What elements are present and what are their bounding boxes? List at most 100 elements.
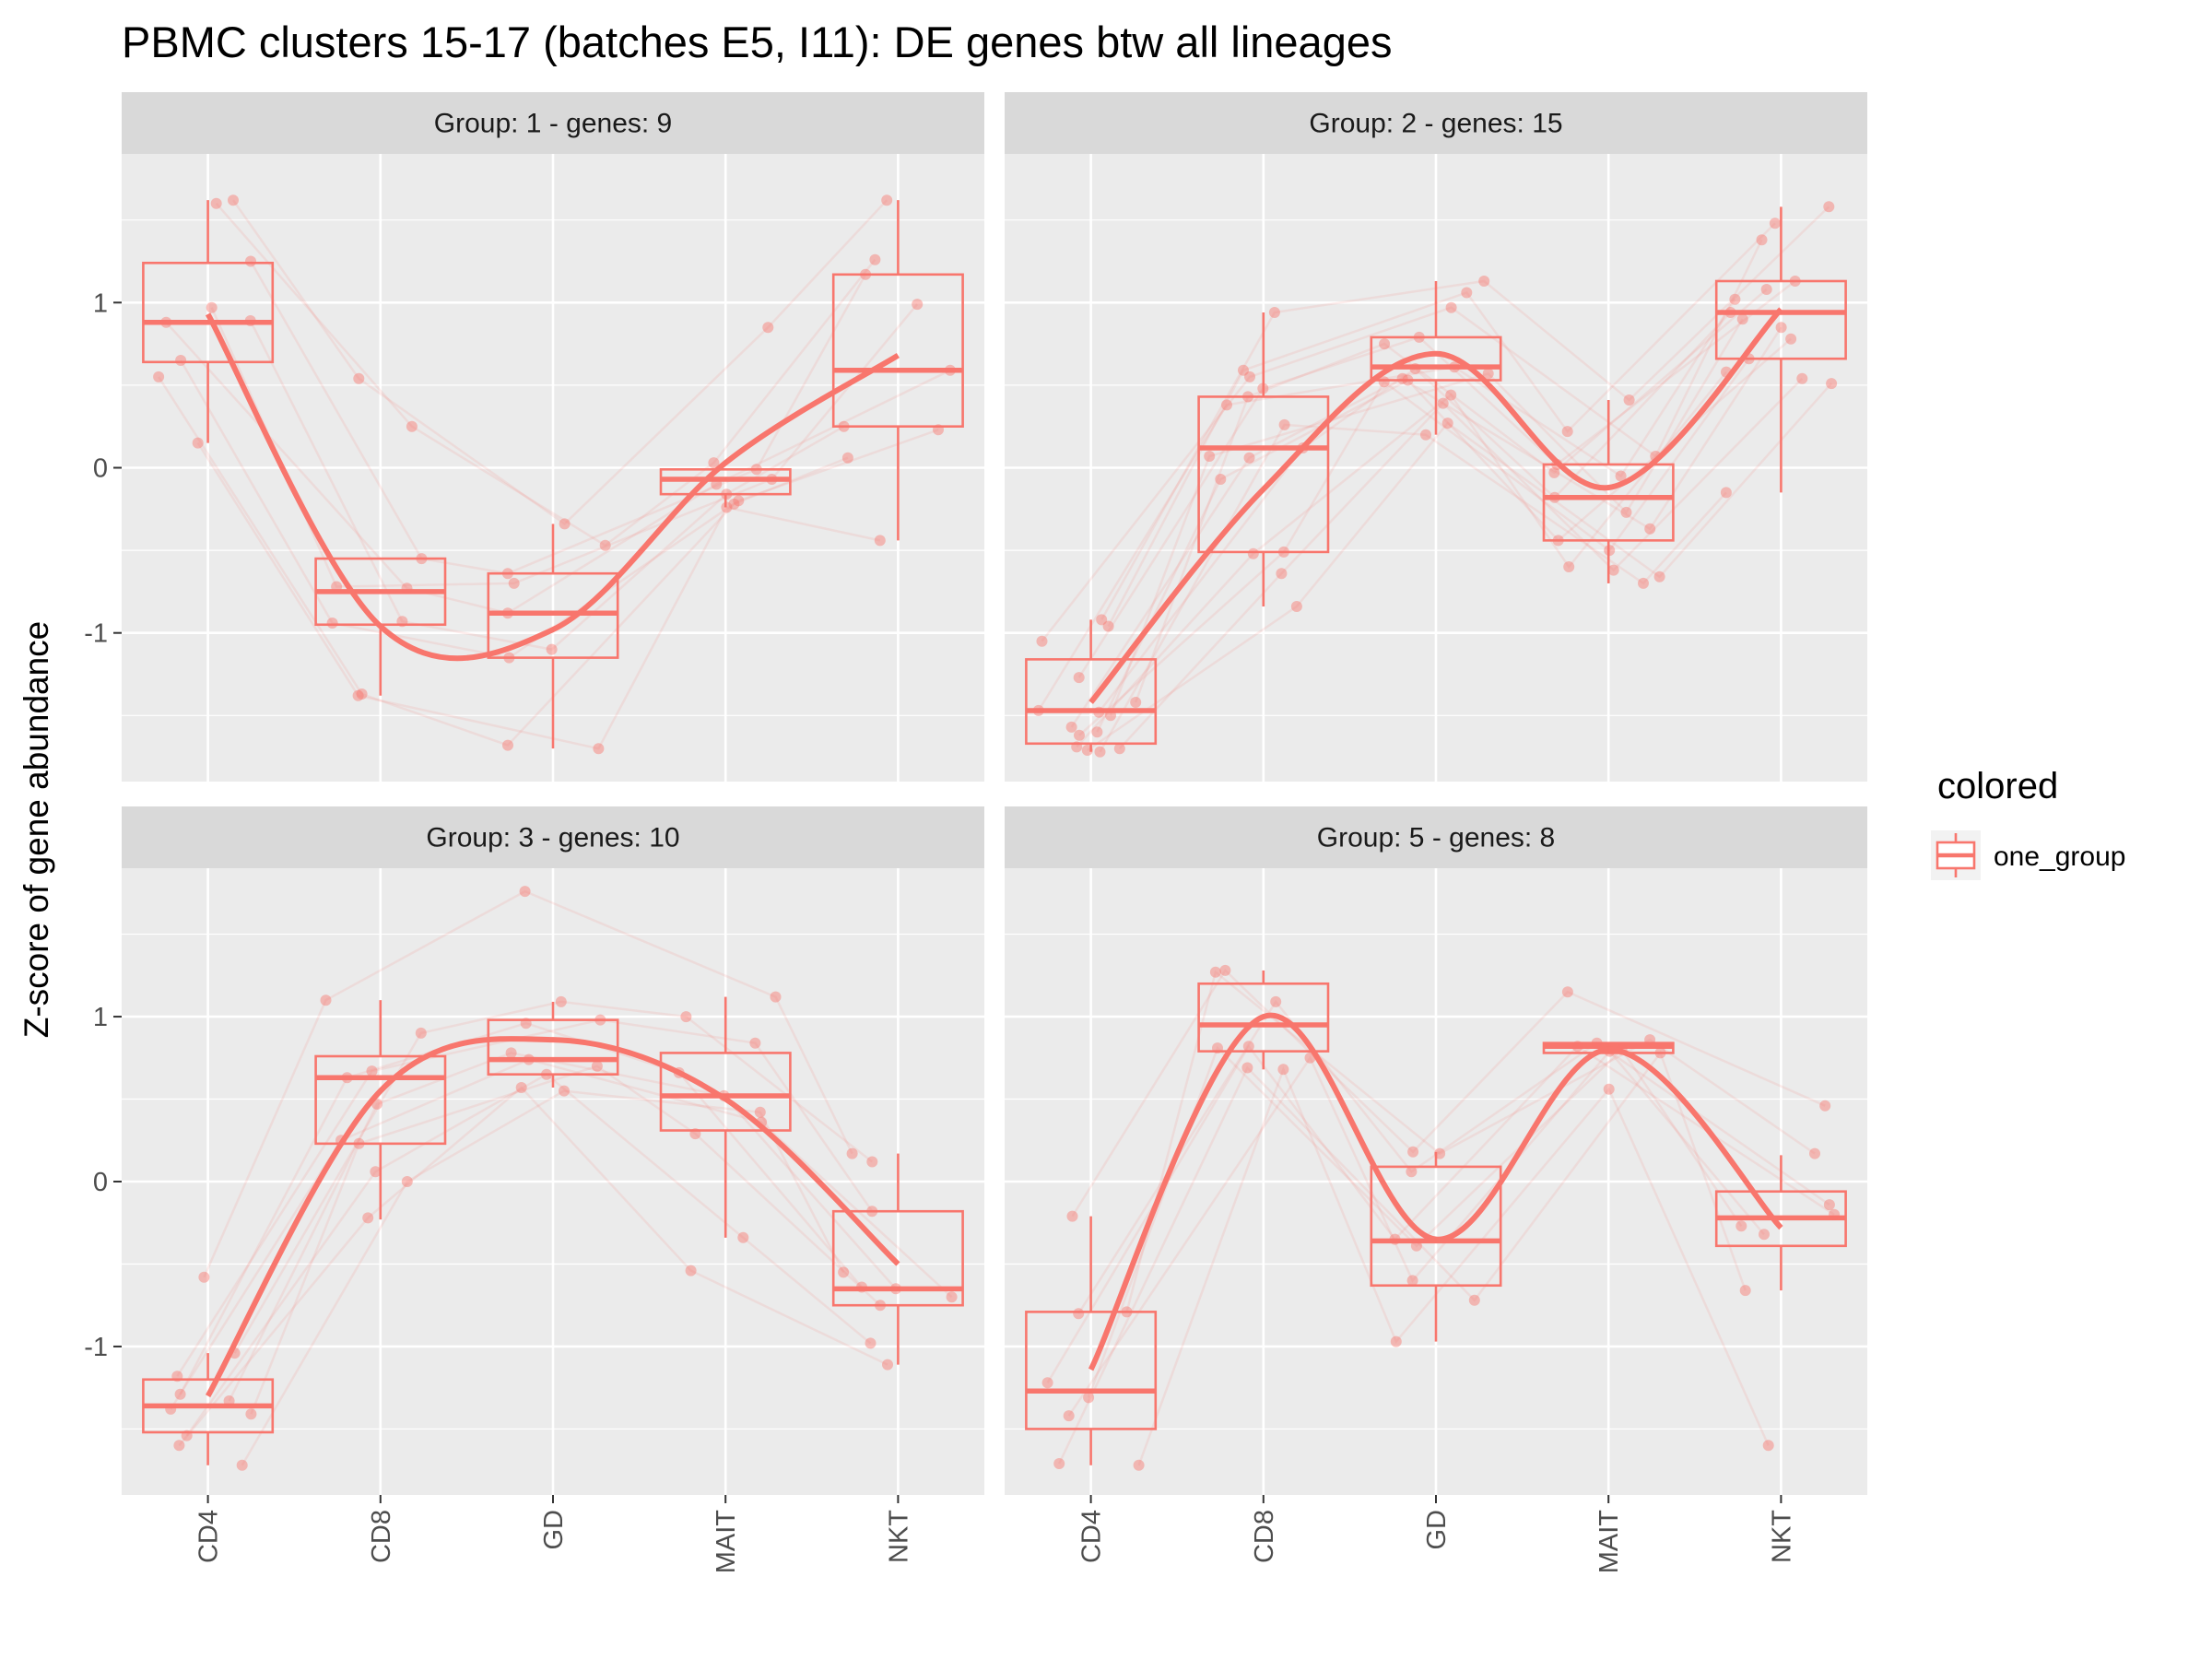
y-tick-label: 0 bbox=[93, 1168, 108, 1197]
data-point bbox=[721, 501, 733, 513]
data-point bbox=[1378, 376, 1390, 388]
data-point bbox=[1735, 1220, 1747, 1232]
data-point bbox=[750, 464, 762, 476]
facet-strip bbox=[1005, 806, 1867, 868]
data-point bbox=[838, 1266, 850, 1278]
x-tick-label: CD4 bbox=[1077, 1510, 1107, 1563]
data-point bbox=[1420, 429, 1431, 441]
data-point bbox=[401, 1176, 413, 1187]
data-point bbox=[1445, 301, 1457, 313]
data-point bbox=[198, 1271, 210, 1283]
y-tick-label: -1 bbox=[84, 619, 108, 649]
data-point bbox=[1379, 338, 1391, 350]
data-point bbox=[1212, 1042, 1223, 1054]
data-point bbox=[370, 1166, 382, 1178]
data-point bbox=[946, 1291, 958, 1303]
box-iqr bbox=[831, 1209, 964, 1307]
data-point bbox=[1133, 1459, 1145, 1471]
data-point bbox=[1209, 966, 1221, 978]
data-point bbox=[352, 689, 364, 701]
data-point bbox=[1654, 1047, 1666, 1059]
data-point bbox=[555, 995, 567, 1007]
facet-panel-1: Group: 1 - genes: 9 -1 0 1 bbox=[84, 92, 984, 782]
facet-strip bbox=[122, 92, 984, 154]
box-iqr bbox=[1714, 279, 1847, 360]
data-point bbox=[1081, 745, 1093, 756]
data-point bbox=[1074, 729, 1085, 741]
data-point bbox=[326, 618, 338, 629]
data-point bbox=[1270, 995, 1282, 1007]
data-point bbox=[865, 1337, 877, 1349]
facet-panels: Group: 1 - genes: 9 -1 0 1 Group: 2 - genes:… bbox=[84, 92, 1867, 1573]
data-point bbox=[396, 616, 408, 628]
legend: colored one_group bbox=[1931, 766, 2125, 880]
data-point bbox=[519, 886, 531, 898]
data-point bbox=[944, 364, 956, 376]
data-point bbox=[882, 1359, 893, 1371]
legend-label-one-group: one_group bbox=[1994, 841, 2125, 872]
data-point bbox=[594, 1014, 606, 1026]
x-tick-label: MAIT bbox=[1594, 1510, 1624, 1574]
data-point bbox=[1130, 697, 1142, 708]
data-point bbox=[881, 194, 893, 206]
gene-profile-line bbox=[250, 1065, 881, 1415]
data-point bbox=[1396, 372, 1408, 384]
data-point bbox=[728, 498, 740, 510]
box-iqr bbox=[1370, 1165, 1502, 1288]
data-point bbox=[210, 197, 222, 209]
data-point bbox=[541, 1068, 552, 1080]
gene-profile-line bbox=[179, 1021, 863, 1395]
facet-strip-label: Group: 3 - genes: 10 bbox=[426, 823, 679, 853]
gene-profile-line bbox=[158, 376, 849, 747]
data-point bbox=[1278, 418, 1290, 430]
data-point bbox=[406, 420, 418, 432]
x-tick-label: GD bbox=[539, 1510, 569, 1550]
box-CD4 bbox=[142, 200, 275, 443]
data-point bbox=[356, 688, 368, 700]
data-point bbox=[1607, 564, 1619, 576]
gene-profile-line bbox=[1071, 968, 1826, 1218]
gene-profile-line bbox=[249, 320, 845, 651]
data-point bbox=[228, 194, 239, 206]
box-iqr bbox=[314, 1054, 447, 1146]
data-point bbox=[1571, 1041, 1583, 1053]
data-point bbox=[721, 488, 733, 500]
data-point bbox=[559, 518, 571, 530]
box-iqr bbox=[1197, 982, 1330, 1053]
data-point bbox=[1091, 726, 1103, 738]
data-point bbox=[505, 1047, 517, 1059]
data-point bbox=[1638, 577, 1649, 589]
data-point bbox=[244, 315, 256, 326]
trend-curve bbox=[1088, 307, 1783, 704]
data-point bbox=[1219, 964, 1231, 976]
data-point bbox=[1736, 313, 1748, 325]
gene-profile-line bbox=[1070, 326, 1783, 728]
data-point bbox=[591, 1060, 603, 1072]
data-point bbox=[1257, 382, 1269, 394]
data-point bbox=[153, 371, 165, 382]
data-point bbox=[708, 457, 720, 469]
gene-profile-line bbox=[233, 1000, 874, 1354]
box-iqr bbox=[1025, 1311, 1158, 1430]
data-point bbox=[1277, 546, 1289, 558]
x-tick-label: CD8 bbox=[1250, 1510, 1279, 1563]
box-MAIT bbox=[1542, 1041, 1675, 1054]
data-point bbox=[181, 1430, 193, 1441]
data-point bbox=[362, 1212, 374, 1224]
data-point bbox=[1461, 287, 1473, 299]
data-point bbox=[1238, 364, 1249, 376]
data-point bbox=[502, 739, 513, 751]
data-point bbox=[1796, 372, 1808, 384]
box-CD8 bbox=[1197, 312, 1330, 607]
data-point bbox=[1615, 470, 1627, 482]
data-point bbox=[1548, 491, 1560, 503]
data-point bbox=[1809, 1147, 1820, 1159]
gene-profile-line bbox=[241, 1089, 845, 1466]
data-point bbox=[206, 301, 218, 313]
data-point bbox=[856, 1281, 867, 1293]
gene-profile-line bbox=[1100, 206, 1830, 621]
y-tick-label: 0 bbox=[93, 454, 108, 484]
data-point bbox=[866, 1156, 878, 1168]
data-point bbox=[1789, 276, 1801, 287]
